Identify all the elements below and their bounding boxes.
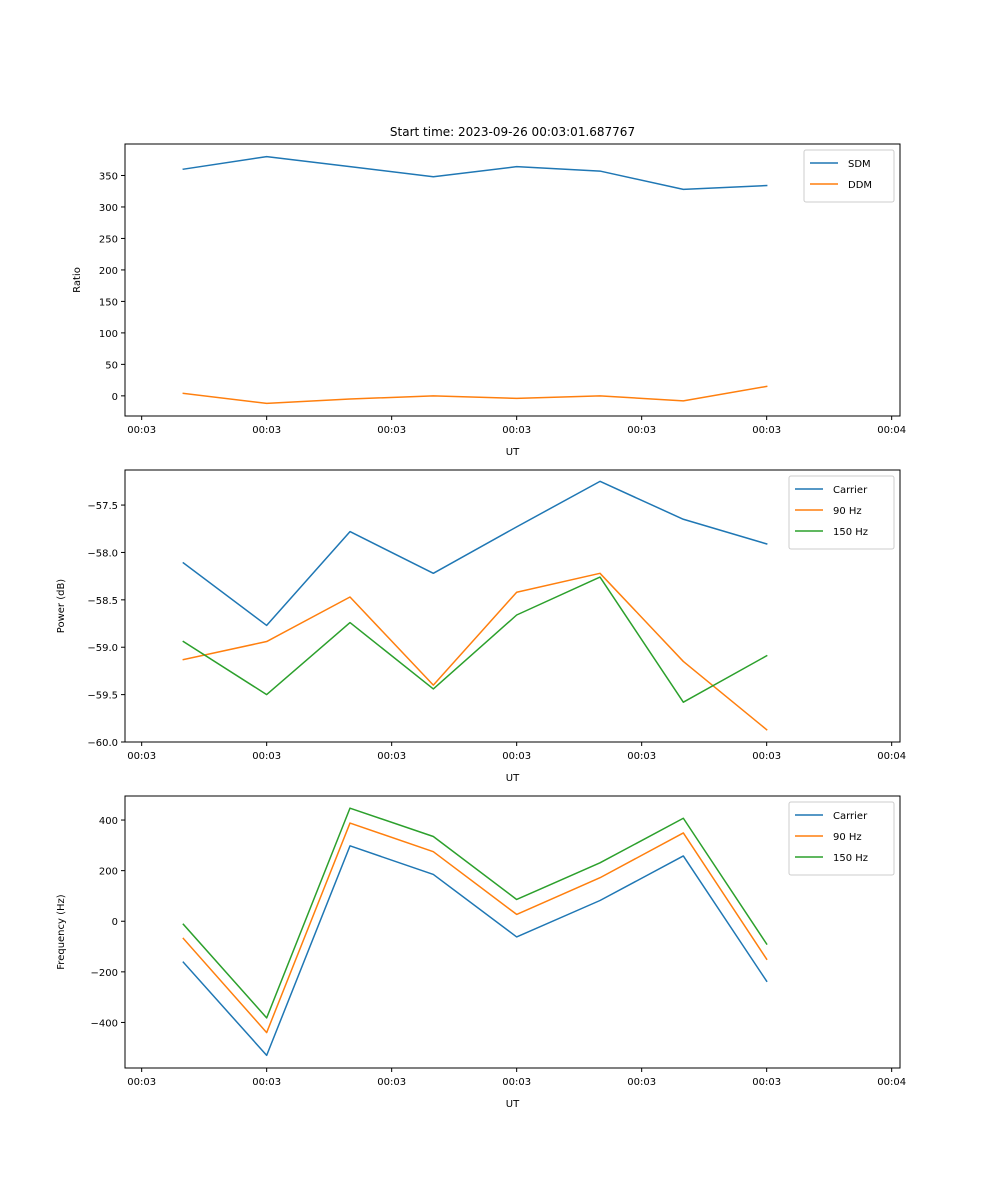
axes-frame <box>124 795 901 1069</box>
subplot-2: 00:03 00:03 00:03 00:03 00:03 00:03 00:04 −60.0… <box>56 469 906 784</box>
x-axis-label: UT <box>506 447 520 458</box>
x-tick-label: 00:03 <box>752 751 781 762</box>
x-tick-label: 00:04 <box>877 1077 906 1088</box>
y-axis-label: Frequency (Hz) <box>56 894 67 970</box>
series-line-carrier <box>182 480 768 627</box>
y-tick-label: 50 <box>105 360 118 371</box>
y-tick-label: 150 <box>99 297 118 308</box>
x-tick-label: 00:03 <box>752 1077 781 1088</box>
y-tick-label: −58.5 <box>87 596 118 607</box>
y-tick-label: 0 <box>112 392 118 403</box>
x-tick-label: 00:03 <box>377 1077 406 1088</box>
chart-title: Start time: 2023-09-26 00:03:01.687767 <box>390 125 635 139</box>
y-tick-label: 200 <box>99 867 118 878</box>
x-tick-label: 00:03 <box>127 1077 156 1088</box>
subplot-3: 00:03 00:03 00:03 00:03 00:03 00:03 00:04 −400 −… <box>56 795 906 1110</box>
y-tick-label: 100 <box>99 329 118 340</box>
legend-label: DDM <box>848 180 872 191</box>
x-axis-label: UT <box>506 773 520 784</box>
x-tick-label: 00:03 <box>627 751 656 762</box>
legend-box <box>803 149 895 203</box>
axes-frame <box>124 469 901 743</box>
x-tick-label: 00:03 <box>252 751 281 762</box>
y-tick-label: −57.5 <box>87 501 118 512</box>
series-line-ddm <box>182 385 768 405</box>
legend-label: 90 Hz <box>833 832 862 843</box>
x-tick-label: 00:03 <box>377 751 406 762</box>
series-line-90-hz <box>182 572 768 731</box>
y-tick-label: −58.0 <box>87 548 118 559</box>
x-tick-label: 00:03 <box>627 1077 656 1088</box>
series-line-carrier <box>182 845 768 1057</box>
y-tick-label: 400 <box>99 816 118 827</box>
series-line-sdm <box>182 155 768 191</box>
x-tick-label: 00:04 <box>877 751 906 762</box>
axes-frame <box>124 143 901 417</box>
x-tick-label: 00:03 <box>627 425 656 436</box>
subplot-1: 00:03 00:03 00:03 00:03 00:03 00:03 00:04 0 50 10… <box>72 125 906 458</box>
x-tick-label: 00:03 <box>502 751 531 762</box>
legend-label: 90 Hz <box>833 506 862 517</box>
y-axis-label: Ratio <box>72 267 83 293</box>
series-line-150-hz <box>182 576 768 703</box>
x-tick-label: 00:04 <box>877 425 906 436</box>
series-line-90-hz <box>182 822 768 1034</box>
y-tick-label: −60.0 <box>87 738 118 749</box>
legend-label: Carrier <box>833 485 868 496</box>
legend: Carrier 90 Hz 150 Hz <box>788 475 895 550</box>
x-tick-label: 00:03 <box>502 425 531 436</box>
x-tick-label: 00:03 <box>752 425 781 436</box>
y-tick-label: 300 <box>99 203 118 214</box>
x-tick-label: 00:03 <box>502 1077 531 1088</box>
y-tick-label: 250 <box>99 234 118 245</box>
y-axis-label: Power (dB) <box>56 579 67 634</box>
x-tick-label: 00:03 <box>252 1077 281 1088</box>
x-axis-label: UT <box>506 1099 520 1110</box>
legend-label: Carrier <box>833 811 868 822</box>
y-tick-label: −400 <box>91 1018 118 1029</box>
y-tick-label: 0 <box>112 917 118 928</box>
x-tick-label: 00:03 <box>252 425 281 436</box>
x-tick-label: 00:03 <box>127 751 156 762</box>
y-tick-label: −59.5 <box>87 691 118 702</box>
legend: Carrier 90 Hz 150 Hz <box>788 801 895 876</box>
legend-label: SDM <box>848 159 871 170</box>
legend-label: 150 Hz <box>833 853 868 864</box>
x-tick-label: 00:03 <box>127 425 156 436</box>
x-tick-label: 00:03 <box>377 425 406 436</box>
y-tick-label: 350 <box>99 171 118 182</box>
legend: SDM DDM <box>803 149 895 203</box>
y-tick-label: −59.0 <box>87 643 118 654</box>
legend-label: 150 Hz <box>833 527 868 538</box>
series-line-150-hz <box>182 807 768 1019</box>
y-tick-label: 200 <box>99 266 118 277</box>
y-tick-label: −200 <box>91 968 118 979</box>
